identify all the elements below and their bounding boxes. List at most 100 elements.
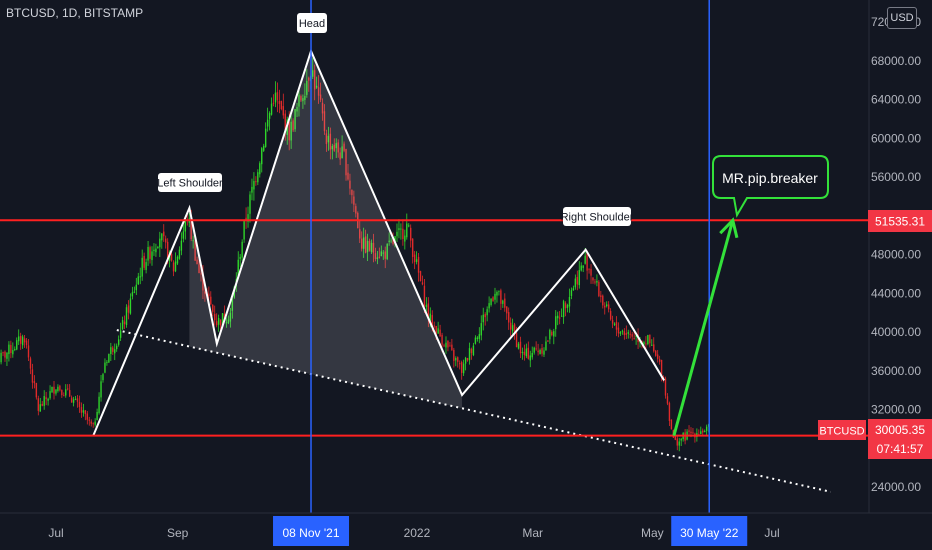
candle-body — [280, 100, 283, 110]
candle-body — [276, 92, 279, 101]
candle-body — [112, 347, 114, 352]
candle-body — [335, 143, 337, 149]
candle-body — [80, 407, 83, 413]
candle-body — [604, 305, 606, 308]
candle-body — [676, 438, 678, 446]
x-tick-label: Jul — [48, 526, 63, 540]
candle-body — [263, 145, 265, 151]
candle-body — [392, 238, 394, 245]
candle-body — [147, 246, 149, 261]
candle-body — [155, 248, 157, 253]
price-axis[interactable]: 72000.0068000.0064000.0060000.0056000.00… — [871, 15, 921, 494]
candle-body — [145, 262, 147, 270]
candle-body — [517, 343, 520, 349]
candle-body — [359, 229, 361, 239]
candle-body — [121, 320, 124, 330]
pattern-fill — [189, 51, 463, 409]
svg-text:30005.35: 30005.35 — [875, 423, 925, 437]
candle-body — [82, 410, 85, 413]
candle-body — [596, 281, 598, 283]
candle-body — [59, 385, 61, 391]
candle-body — [294, 109, 296, 130]
neckline-line — [116, 329, 832, 493]
candle-body — [480, 323, 482, 336]
candle-body — [482, 314, 484, 323]
candle-body — [165, 238, 167, 243]
candle-body — [484, 314, 486, 318]
candle-body — [298, 94, 300, 107]
candle-body — [615, 321, 618, 330]
candle-body — [125, 307, 128, 326]
candle-body — [364, 236, 367, 253]
candle-body — [551, 331, 553, 336]
candle-body — [547, 340, 549, 342]
candle-body — [341, 146, 343, 159]
candle-body — [629, 333, 631, 335]
candle-body — [562, 301, 565, 318]
candle-body — [557, 315, 559, 319]
candle-body — [651, 344, 653, 346]
candle-body — [274, 92, 277, 103]
candle-body — [317, 87, 320, 96]
candle-body — [645, 343, 647, 345]
currency-button[interactable]: USD — [887, 7, 917, 29]
candle-body — [251, 186, 253, 193]
candle-body — [443, 345, 445, 347]
candle-body — [600, 295, 602, 297]
candle-body — [423, 285, 426, 307]
candle-body — [494, 293, 496, 300]
candle-body — [466, 357, 469, 361]
candle-body — [219, 319, 222, 326]
candle-body — [361, 238, 363, 249]
candle-body — [582, 265, 584, 268]
candle-body — [249, 194, 251, 214]
candle-body — [345, 149, 347, 176]
candle-body — [429, 313, 432, 322]
candle-body — [488, 303, 490, 309]
candle-body — [174, 261, 177, 272]
y-tick-label: 32000.00 — [871, 403, 921, 417]
y-tick-label: 64000.00 — [871, 93, 921, 107]
x-tick-highlight — [273, 516, 350, 546]
candle-body — [643, 341, 645, 345]
candle-body — [308, 77, 310, 81]
candle-body — [100, 381, 102, 398]
candle-body — [214, 313, 216, 321]
candle-body — [349, 180, 351, 189]
candle-body — [492, 297, 494, 301]
x-tick-label: Jul — [764, 526, 779, 540]
candle-body — [331, 146, 334, 150]
candle-body — [215, 321, 218, 326]
time-axis[interactable]: Jul Sep 08 Nov '21 2022 Mar May 30 May '22 Jul — [48, 516, 780, 546]
candle-body — [253, 181, 255, 190]
candle-body — [284, 113, 286, 133]
candle-body — [437, 328, 439, 334]
candle-body — [259, 163, 261, 175]
symbol-tag: BTCUSD — [818, 420, 866, 440]
candle-body — [607, 304, 610, 310]
candle-body — [166, 241, 169, 262]
candle-body — [76, 398, 79, 402]
candle-body — [449, 345, 451, 347]
candle-body — [300, 96, 302, 101]
candle-body — [529, 355, 531, 361]
candle-body — [433, 325, 435, 327]
candle-body — [470, 349, 473, 354]
x-tick-highlight — [671, 516, 748, 546]
candle-body — [339, 152, 341, 160]
candle-body — [455, 358, 457, 361]
candle-body — [67, 388, 69, 390]
candle-body — [459, 363, 461, 365]
candle-body — [176, 256, 179, 264]
candle-body — [53, 386, 55, 394]
candle-body — [660, 359, 663, 376]
label-right-shoulder: Right Shoulder — [561, 207, 634, 226]
candle-body — [39, 404, 41, 412]
x-tick-label: 2022 — [404, 526, 431, 540]
candle-body — [633, 338, 635, 340]
candle-body — [457, 357, 459, 362]
candle-body — [225, 322, 228, 324]
candle-body — [325, 133, 328, 144]
candle-body — [198, 264, 200, 274]
